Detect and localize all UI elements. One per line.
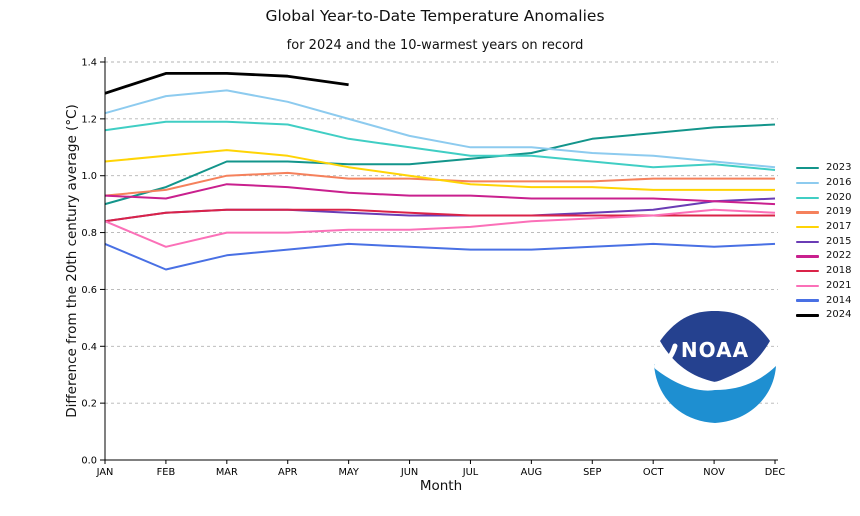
x-tick-label-DEC: DEC — [765, 467, 786, 478]
legend-swatch-2024 — [796, 313, 819, 317]
legend-item-2015: 2015 — [796, 234, 851, 249]
legend-label-2018: 2018 — [826, 265, 852, 277]
x-tick-label-FEB: FEB — [157, 467, 176, 478]
y-tick-label-1.2: 1.2 — [81, 114, 97, 125]
y-tick-label-1.4: 1.4 — [81, 58, 97, 69]
series-line-2019 — [104, 171, 775, 197]
legend-swatch-2015 — [796, 240, 819, 243]
legend-swatch-2017 — [796, 226, 819, 229]
series-line-2024 — [104, 72, 349, 95]
seagull-wing-icon — [656, 343, 678, 370]
x-tick-label-MAR: MAR — [216, 467, 238, 478]
chart-subtitle: for 2024 and the 10-warmest years on rec… — [286, 38, 584, 53]
x-axis-label: Month — [419, 478, 463, 494]
legend-swatch-2019 — [796, 211, 819, 214]
legend-item-2017: 2017 — [796, 220, 851, 235]
legend-label-2019: 2019 — [826, 206, 852, 218]
legend-swatch-2020 — [796, 196, 819, 199]
legend-label-2016: 2016 — [826, 177, 852, 189]
x-tick-label-NOV: NOV — [703, 467, 725, 478]
x-tick-label-SEP: SEP — [583, 467, 601, 478]
seagull-icon — [654, 349, 778, 391]
legend-label-2017: 2017 — [826, 221, 852, 233]
y-tick-label-0.8: 0.8 — [81, 228, 97, 239]
legend-swatch-2023 — [796, 167, 819, 170]
x-tick-label-OCT: OCT — [643, 467, 665, 478]
series-line-2016 — [104, 89, 776, 169]
noaa-logo-sky — [660, 311, 770, 382]
noaa-logo-text: NOAA — [681, 338, 749, 362]
legend-item-2020: 2020 — [796, 190, 851, 205]
series-line-2021 — [104, 208, 776, 248]
legend-swatch-2016 — [796, 181, 819, 185]
legend-label-2024: 2024 — [826, 309, 852, 321]
legend-label-2021: 2021 — [826, 279, 852, 291]
y-tick-label-1.0: 1.0 — [81, 171, 97, 182]
series-line-2023 — [104, 123, 776, 206]
x-tick-label-JAN: JAN — [96, 467, 114, 478]
legend-item-2019: 2019 — [796, 205, 851, 220]
y-tick-label-0.4: 0.4 — [81, 342, 97, 353]
legend-item-2018: 2018 — [796, 264, 851, 279]
legend-swatch-2014 — [796, 299, 819, 302]
legend-swatch-2022 — [796, 255, 819, 258]
x-tick-label-JUL: JUL — [462, 467, 479, 478]
legend-item-2024: 2024 — [796, 308, 851, 323]
legend: 2023 2016 2020 2019 2017 2015 2022 2018 2021 2014… — [796, 161, 851, 323]
chart-title: Global Year-to-Date Temperature Anomalie… — [265, 7, 605, 25]
legend-label-2015: 2015 — [826, 235, 852, 247]
y-tick-label-0.2: 0.2 — [81, 399, 97, 410]
y-tick-label-0.6: 0.6 — [81, 285, 97, 296]
legend-item-2014: 2014 — [796, 293, 851, 308]
legend-swatch-2018 — [796, 270, 819, 273]
series-line-2020 — [104, 120, 776, 171]
legend-swatch-2021 — [796, 284, 819, 287]
noaa-logo-sea — [654, 364, 776, 423]
legend-item-2016: 2016 — [796, 176, 851, 191]
x-tick-label-AUG: AUG — [521, 467, 542, 478]
series-line-2022 — [104, 183, 776, 206]
legend-label-2020: 2020 — [826, 191, 852, 203]
noaa-logo: NOAA — [654, 311, 778, 423]
legend-item-2022: 2022 — [796, 249, 851, 264]
legend-label-2023: 2023 — [826, 162, 852, 174]
legend-item-2021: 2021 — [796, 279, 851, 294]
legend-label-2014: 2014 — [826, 294, 852, 306]
y-tick-label-0.0: 0.0 — [81, 456, 97, 467]
series-line-2014 — [104, 242, 776, 271]
series-line-2017 — [104, 149, 775, 191]
x-tick-label-JUN: JUN — [400, 467, 418, 478]
legend-item-2023: 2023 — [796, 161, 851, 176]
legend-label-2022: 2022 — [826, 250, 852, 262]
x-tick-label-APR: APR — [278, 467, 298, 478]
x-tick-label-MAY: MAY — [338, 467, 358, 478]
